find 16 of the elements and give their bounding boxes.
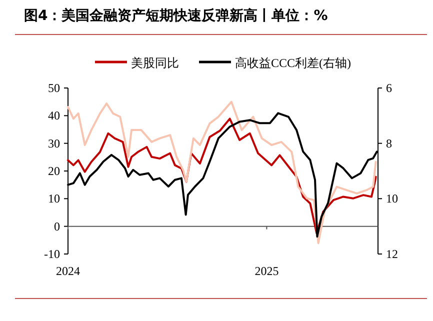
y2-tick-label: 6 (386, 81, 392, 95)
y-tick-label: 0 (54, 219, 60, 234)
y2-tick-label: 12 (386, 247, 398, 261)
chart-title: 图4：美国金融资产短期快速反弹新高丨单位：% (24, 7, 328, 24)
legend-label: 美股同比 (130, 56, 179, 70)
y-tick-label: 10 (48, 192, 60, 206)
y-tick-label: 20 (48, 164, 60, 178)
y-tick-label: -10 (44, 247, 60, 261)
x-tick-label: 2025 (254, 264, 279, 278)
y2-tick-label: 8 (386, 136, 392, 150)
legend-label: 高收益CCC利差(右轴) (234, 56, 352, 70)
y-tick-label: 50 (48, 81, 60, 95)
x-tick-label: 2024 (56, 264, 80, 278)
y2-tick-label: 10 (386, 192, 398, 206)
y-tick-label: 30 (48, 136, 60, 150)
y-tick-label: 40 (48, 108, 60, 123)
